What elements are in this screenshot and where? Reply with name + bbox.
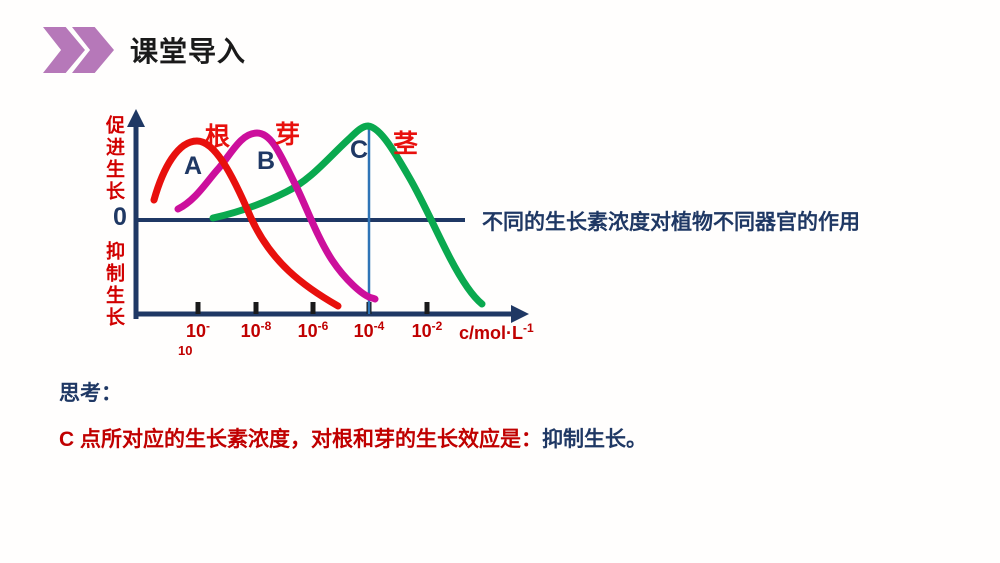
tick-exponent: -6 bbox=[317, 319, 329, 333]
stem-curve-label: 茎 bbox=[393, 130, 419, 158]
think-label: 思考： bbox=[59, 382, 122, 405]
tick-base: 10 bbox=[185, 321, 207, 341]
tick-exponent-wrapped: 10 bbox=[178, 342, 193, 358]
x-tick-label-1e-6: 10-6 bbox=[287, 319, 339, 342]
x-tick-label-1e-10: 10- 10 bbox=[172, 319, 224, 359]
x-tick-label-1e-8: 10-8 bbox=[230, 319, 282, 342]
x-axis-arrowhead bbox=[511, 305, 529, 323]
y-axis-arrowhead bbox=[127, 109, 145, 127]
header-chevrons bbox=[43, 27, 123, 73]
x-axis-unit-label: c/mol·L-1 bbox=[459, 321, 534, 344]
y-axis-promote-label: 促进生长 bbox=[103, 115, 124, 203]
point-label-b: B bbox=[257, 147, 276, 175]
x-tick-label-1e-2: 10-2 bbox=[401, 319, 453, 342]
point-label-c: C bbox=[350, 136, 369, 164]
tick-base: 10 bbox=[240, 321, 261, 341]
unit-base: c/mol·L bbox=[459, 323, 524, 343]
root-curve bbox=[150, 137, 342, 310]
root-curve-label: 根 bbox=[205, 123, 231, 151]
tick-exponent: -4 bbox=[373, 319, 385, 333]
unit-exponent: -1 bbox=[523, 321, 534, 335]
question-text: C 点所对应的生长素浓度，对根和芽的生长效应是： bbox=[59, 428, 542, 451]
y-axis-zero-label: 0 bbox=[113, 203, 127, 231]
graph-caption: 不同的生长素浓度对植物不同器官的作用 bbox=[482, 211, 860, 234]
x-tick-label-1e-4: 10-4 bbox=[343, 319, 395, 342]
tick-exponent: -8 bbox=[260, 319, 272, 333]
bud-curve bbox=[174, 129, 379, 303]
tick-base: 10 bbox=[297, 321, 318, 341]
tick-base: 10 bbox=[411, 321, 432, 341]
bud-curve-label: 芽 bbox=[275, 121, 301, 149]
tick-base: 10 bbox=[353, 321, 374, 341]
point-label-a: A bbox=[184, 152, 203, 180]
page-title: 课堂导入 bbox=[130, 36, 247, 67]
stem-curve bbox=[209, 122, 486, 308]
question-answer-line: C 点所对应的生长素浓度，对根和芽的生长效应是：抑制生长。 bbox=[59, 427, 647, 453]
tick-exponent: - bbox=[206, 319, 211, 333]
y-axis-inhibit-label: 抑制生长 bbox=[103, 241, 124, 329]
answer-text: 抑制生长。 bbox=[542, 428, 647, 451]
tick-exponent: -2 bbox=[431, 319, 443, 333]
